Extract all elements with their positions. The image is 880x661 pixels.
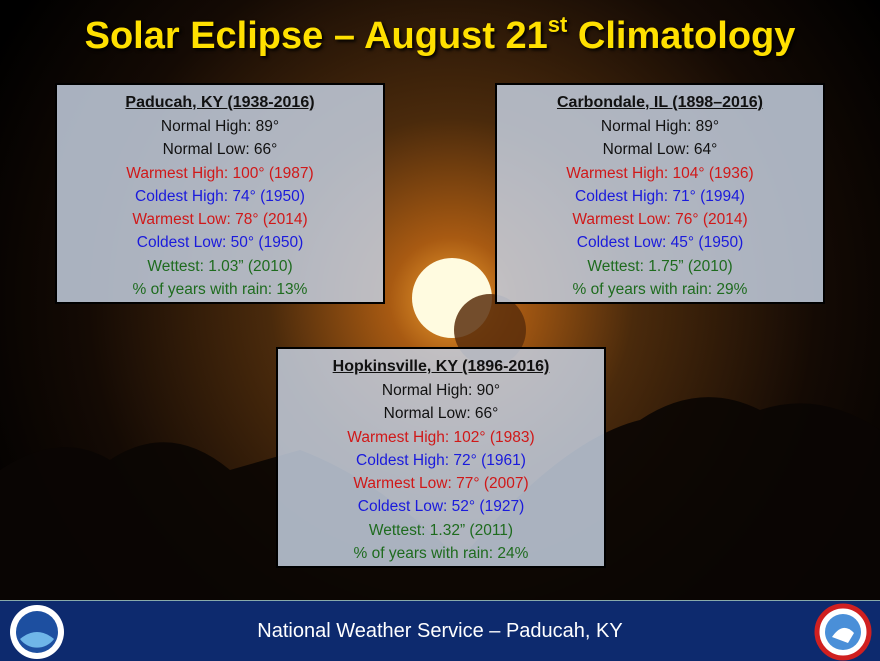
- stat-line: Warmest High: 104° (1936): [566, 164, 754, 182]
- stat-line: Warmest Low: 76° (2014): [572, 211, 748, 229]
- footer: National Weather Service – Paducah, KY: [0, 600, 880, 661]
- station-box: Paducah, KY (1938-2016) Normal High: 89° N…: [55, 83, 385, 304]
- stat-line: Normal High: 89°: [160, 118, 280, 135]
- station-box: Carbondale, IL (1898–2016) Normal High: 8…: [495, 83, 825, 304]
- nws-logo: [814, 603, 872, 661]
- stat-line: Wettest: 1.03” (2010): [147, 257, 293, 275]
- title-superscript: st: [547, 12, 568, 37]
- stat-line: Warmest High: 100° (1987): [126, 164, 314, 182]
- stat-line: % of years with rain: 29%: [572, 281, 748, 299]
- stat-line: Normal Low: 64°: [602, 141, 718, 159]
- stat-line: Warmest High: 102° (1983): [347, 428, 535, 446]
- stat-line: Coldest Low: 50° (1950): [136, 234, 304, 252]
- station-title: Carbondale, IL (1898–2016): [556, 94, 764, 111]
- stat-line: Normal High: 89°: [600, 118, 720, 135]
- stat-line: Warmest Low: 78° (2014): [132, 211, 308, 229]
- footer-text: National Weather Service – Paducah, KY: [257, 620, 623, 642]
- stat-line: Normal Low: 66°: [383, 405, 499, 423]
- stat-line: Normal Low: 66°: [162, 141, 278, 159]
- stat-line: % of years with rain: 24%: [353, 545, 529, 563]
- stat-line: Coldest Low: 52° (1927): [357, 498, 525, 516]
- station-title: Hopkinsville, KY (1896-2016): [332, 358, 550, 375]
- stat-line: Normal High: 90°: [381, 382, 501, 399]
- stat-line: % of years with rain: 13%: [132, 281, 308, 299]
- title-text: Solar Eclipse – August 21: [84, 15, 548, 57]
- stat-line: Wettest: 1.75” (2010): [587, 257, 733, 275]
- stat-line: Coldest High: 74° (1950): [135, 187, 305, 205]
- stat-line: Warmest Low: 77° (2007): [353, 475, 529, 493]
- station-title: Paducah, KY (1938-2016): [125, 94, 315, 111]
- noaa-logo: [10, 605, 64, 659]
- stat-line: Coldest Low: 45° (1950): [576, 234, 744, 252]
- title: Solar Eclipse – August 21st Climatology: [0, 12, 880, 58]
- stat-line: Coldest High: 72° (1961): [356, 451, 526, 469]
- stat-line: Coldest High: 71° (1994): [575, 187, 745, 205]
- treeline: [0, 397, 880, 600]
- stat-line: Wettest: 1.32” (2011): [368, 521, 514, 539]
- title-text: Climatology: [567, 15, 796, 57]
- station-box: Hopkinsville, KY (1896-2016) Normal High:…: [276, 347, 606, 568]
